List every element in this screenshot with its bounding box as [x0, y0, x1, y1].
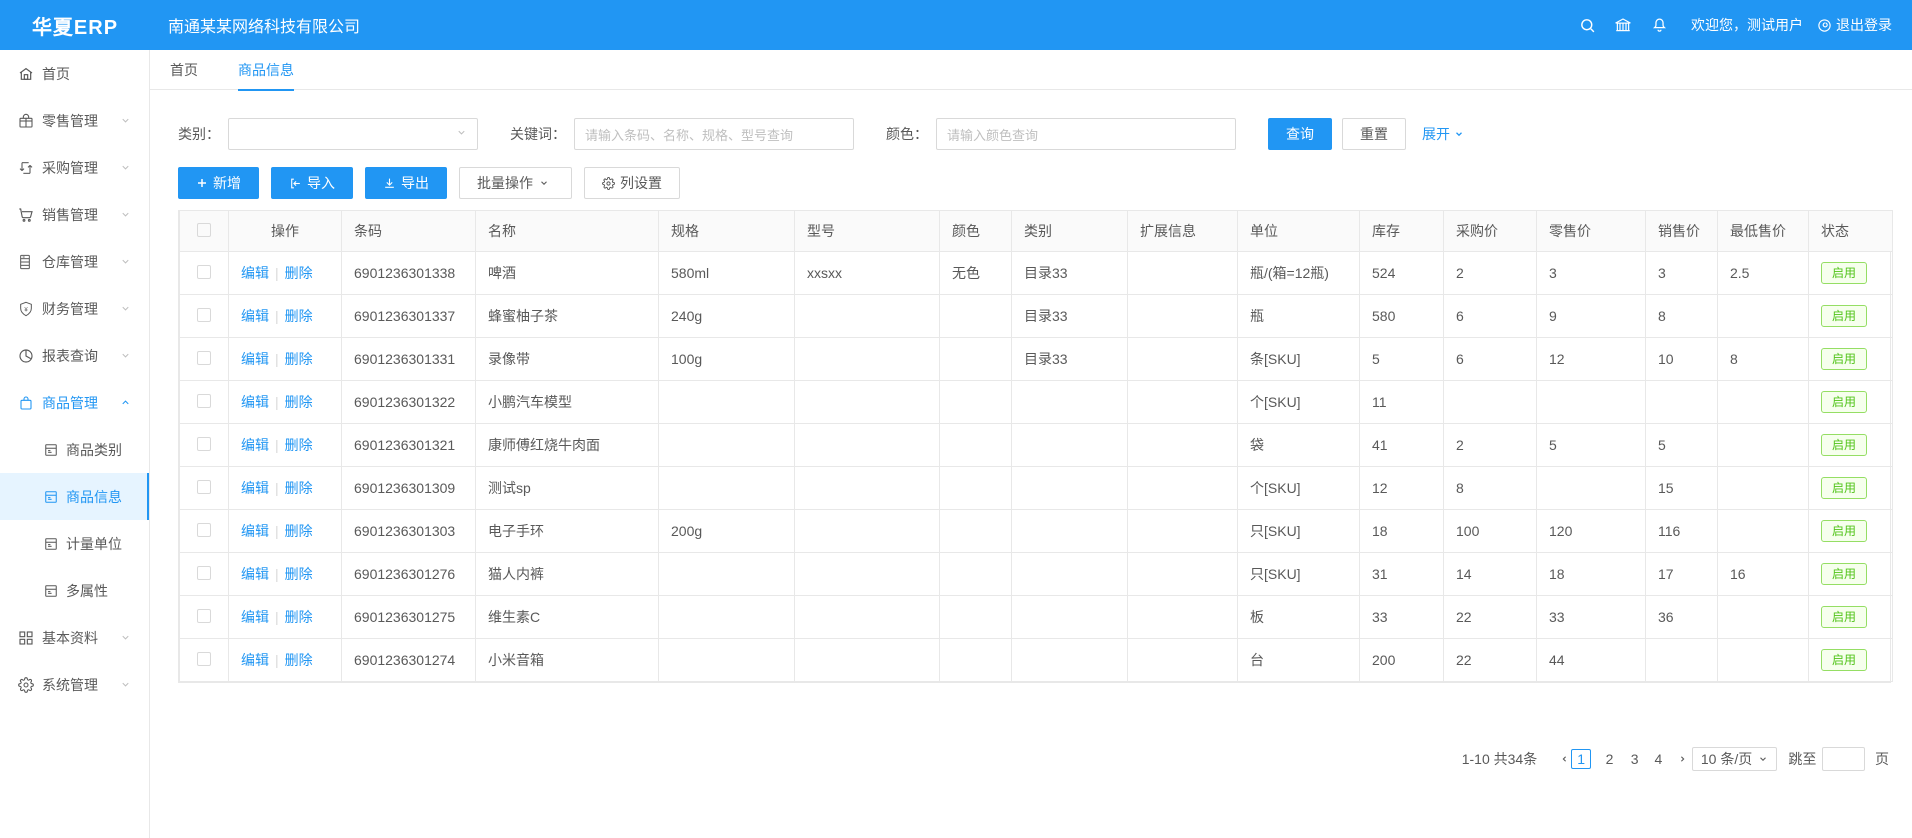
svg-text:¥: ¥ — [24, 307, 28, 313]
